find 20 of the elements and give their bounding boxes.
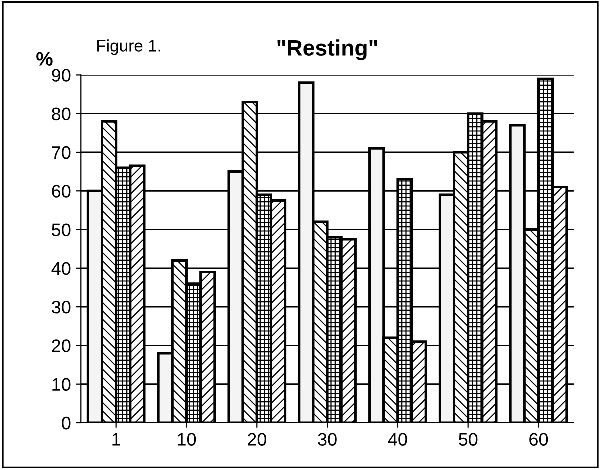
y-tick-label: 60 xyxy=(52,185,71,198)
y-axis-title: % xyxy=(36,52,53,66)
x-tick-label: 60 xyxy=(530,433,548,446)
x-tick-label: 10 xyxy=(178,433,196,446)
x-tick-label: 1 xyxy=(112,433,120,446)
x-tick-label: 20 xyxy=(248,433,266,446)
chart-title: "Resting" xyxy=(278,40,378,60)
y-tick-label: 0 xyxy=(62,416,71,430)
y-tick-label: 50 xyxy=(52,224,71,236)
x-tick-label: 50 xyxy=(459,433,478,446)
y-tick-label: 80 xyxy=(52,108,71,121)
y-tick-label: 20 xyxy=(52,340,71,352)
y-tick-label: 90 xyxy=(52,69,71,82)
x-tick-label: 40 xyxy=(388,433,408,446)
x-tick-label: 30 xyxy=(318,433,337,446)
caption: Figure 1. xyxy=(98,40,160,56)
y-tick-label: 30 xyxy=(52,301,71,314)
y-tick-label: 40 xyxy=(52,262,71,276)
y-tick-label: 70 xyxy=(52,146,71,160)
y-tick-label: 10 xyxy=(52,378,71,392)
